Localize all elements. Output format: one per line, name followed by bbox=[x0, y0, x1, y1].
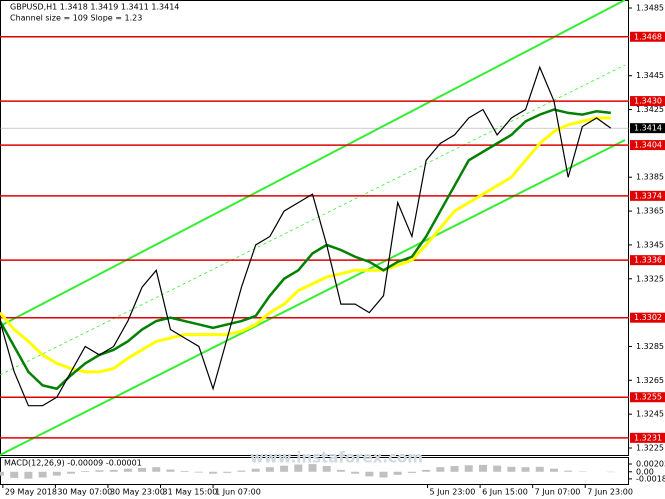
macd-bar bbox=[450, 466, 459, 472]
macd-bar bbox=[0, 471, 4, 476]
level-tag bbox=[630, 190, 665, 201]
macd-bar bbox=[521, 467, 530, 472]
macd-bar bbox=[280, 465, 289, 472]
y-tick-label: 1.3265 bbox=[636, 376, 664, 385]
level-label: 1.3231 bbox=[634, 433, 662, 442]
y-tick-label: 1.3445 bbox=[636, 71, 664, 80]
y-tick-label: 1.3425 bbox=[636, 105, 664, 114]
x-tick-label: 7 Jun 23:00 bbox=[587, 488, 633, 497]
y-tick-label: -0.00186 bbox=[636, 474, 665, 483]
macd-bar bbox=[436, 467, 445, 472]
macd-bar bbox=[535, 466, 544, 472]
x-tick-label: 30 May 23:00 bbox=[110, 488, 165, 497]
macd-bar bbox=[365, 471, 374, 477]
level-label: 1.3302 bbox=[634, 313, 662, 322]
y-tick-label: 1.3285 bbox=[636, 342, 664, 351]
y-tick-label: 1.3485 bbox=[636, 4, 664, 13]
macd-panel bbox=[0, 457, 629, 485]
macd-bar bbox=[237, 470, 246, 472]
macd-bar bbox=[81, 471, 90, 472]
y-tick-label: 0.00203 bbox=[636, 460, 665, 469]
x-tick-label: 7 Jun 07:00 bbox=[535, 488, 581, 497]
macd-bar bbox=[379, 471, 388, 478]
x-tick-label: 5 Jun 23:00 bbox=[430, 488, 476, 497]
y-tick-label: 1.3365 bbox=[636, 207, 664, 216]
macd-bar bbox=[422, 469, 431, 472]
y-tick-label: 1.3245 bbox=[636, 410, 664, 419]
x-tick-label: 1 Jun 07:00 bbox=[215, 488, 261, 497]
macd-bar bbox=[407, 471, 416, 473]
level-tag bbox=[630, 31, 665, 42]
watermark: www.instaforex.com bbox=[250, 449, 423, 467]
level-label: 1.3255 bbox=[634, 393, 662, 402]
y-tick-label: 1.3345 bbox=[636, 240, 664, 249]
price-line bbox=[0, 108, 611, 391]
macd-bar bbox=[265, 467, 274, 472]
channel-lower bbox=[0, 139, 626, 456]
level-label: 1.3336 bbox=[634, 256, 662, 265]
macd-bar bbox=[351, 471, 360, 474]
x-tick-label: 6 Jun 15:00 bbox=[482, 488, 528, 497]
chart-subtitle: Channel size = 109 Slope = 1.23 bbox=[10, 14, 142, 23]
macd-bar bbox=[38, 471, 47, 478]
y-tick-label: 0.00 bbox=[636, 467, 654, 476]
macd-bar bbox=[52, 471, 61, 476]
price-tag bbox=[630, 123, 665, 134]
price-line bbox=[0, 116, 611, 374]
macd-bar bbox=[194, 471, 203, 473]
macd-title: MACD(12,26,9) -0.00009 -0.00001 bbox=[4, 459, 142, 468]
macd-bar bbox=[336, 469, 345, 472]
level-tag bbox=[630, 96, 665, 107]
level-label: 1.3404 bbox=[634, 141, 662, 150]
x-tick-label: 29 May 2018 bbox=[5, 488, 57, 497]
macd-bar bbox=[564, 470, 573, 472]
price-line bbox=[0, 65, 612, 407]
macd-bar bbox=[67, 471, 76, 474]
macd-bar bbox=[180, 471, 189, 472]
macd-bar bbox=[95, 470, 104, 472]
macd-bar bbox=[138, 467, 147, 472]
level-label: 1.3468 bbox=[634, 32, 662, 41]
level-tag bbox=[630, 255, 665, 266]
main-panel bbox=[0, 0, 629, 456]
macd-bar bbox=[209, 471, 218, 474]
x-tick-label: 31 May 15:00 bbox=[163, 488, 218, 497]
channel-middle bbox=[0, 64, 626, 376]
macd-bar bbox=[464, 465, 473, 472]
level-tag bbox=[630, 140, 665, 151]
level-tag bbox=[630, 312, 665, 323]
macd-bar bbox=[322, 466, 331, 472]
macd-bar bbox=[10, 471, 19, 478]
macd-bar bbox=[166, 469, 175, 472]
level-label: 1.3430 bbox=[634, 97, 662, 106]
macd-bar bbox=[152, 467, 161, 472]
y-tick-label: 1.3385 bbox=[636, 173, 664, 182]
macd-bar bbox=[478, 464, 487, 472]
x-tick-label: 30 May 07:00 bbox=[57, 488, 112, 497]
macd-bar bbox=[223, 471, 232, 473]
macd-bar bbox=[24, 471, 33, 479]
chart-title: GBPUSD,H1 1.3418 1.3419 1.3411 1.3414 bbox=[10, 3, 179, 12]
y-tick-label: 1.3325 bbox=[636, 274, 664, 283]
macd-bar bbox=[308, 464, 317, 472]
level-label: 1.3374 bbox=[634, 191, 662, 200]
price-label: 1.3414 bbox=[634, 124, 662, 133]
macd-bar bbox=[109, 469, 118, 472]
macd-bar bbox=[123, 468, 132, 472]
channel-upper bbox=[0, 0, 626, 327]
macd-bar bbox=[294, 464, 303, 472]
macd-bar bbox=[393, 471, 402, 475]
macd-bar bbox=[251, 468, 260, 472]
level-tag bbox=[630, 392, 665, 403]
level-tag bbox=[630, 432, 665, 443]
y-tick-label: 1.3225 bbox=[636, 444, 664, 453]
macd-bar bbox=[549, 468, 558, 472]
macd-bar bbox=[507, 466, 516, 472]
macd-bar bbox=[493, 465, 502, 472]
